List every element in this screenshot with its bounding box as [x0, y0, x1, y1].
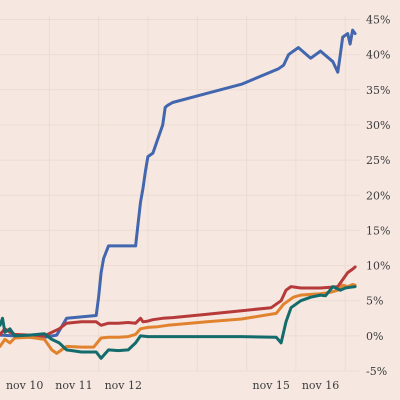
x-tick-label: nov 16 [302, 379, 339, 392]
series-line-2 [0, 283, 357, 355]
grid-layer [0, 16, 360, 372]
x-tick-label: nov 15 [253, 379, 290, 392]
y-tick-label: 35% [366, 84, 390, 97]
y-tick-label: 25% [366, 154, 390, 167]
series-line-3 [0, 285, 357, 360]
x-axis: nov 10 nov 11 nov 12 nov 15 nov 16 [6, 379, 339, 392]
y-tick-label: -5% [366, 365, 387, 378]
x-tick-label: nov 12 [105, 379, 142, 392]
series-line-1 [0, 265, 357, 338]
y-tick-label: 40% [366, 49, 390, 62]
series-line-0 [0, 28, 357, 339]
y-axis: -5% 0% 5% 10% 15% 20% 25% 30% 35% 40% 45% [366, 14, 390, 378]
x-tick-label: nov 11 [55, 379, 92, 392]
y-tick-label: 15% [366, 224, 390, 237]
y-tick-label: 5% [366, 295, 383, 308]
y-tick-label: 30% [366, 119, 390, 132]
x-tick-label: nov 10 [6, 379, 43, 392]
series-layer [0, 28, 357, 360]
y-tick-label: 20% [366, 189, 390, 202]
y-tick-label: 45% [366, 14, 390, 27]
y-tick-label: 10% [366, 260, 390, 273]
y-tick-label: 0% [366, 330, 383, 343]
